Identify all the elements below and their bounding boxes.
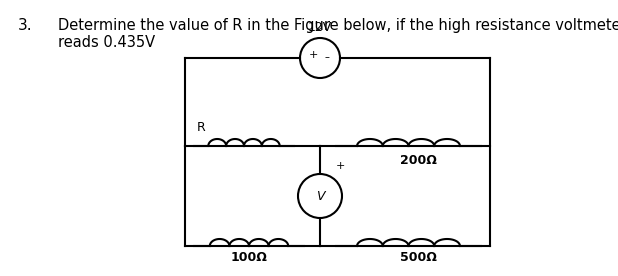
Text: +: +	[308, 50, 318, 60]
Text: reads 0.435V: reads 0.435V	[58, 35, 155, 50]
Text: R: R	[197, 121, 206, 134]
Text: 200Ω: 200Ω	[400, 154, 437, 167]
Text: –: –	[324, 52, 329, 62]
Text: 12V: 12V	[308, 21, 332, 34]
Text: V: V	[316, 190, 324, 203]
Text: +: +	[336, 161, 345, 171]
Text: Determine the value of R in the Figure below, if the high resistance voltmeter: Determine the value of R in the Figure b…	[58, 18, 618, 33]
Text: 3.: 3.	[18, 18, 33, 33]
Text: 100Ω: 100Ω	[231, 251, 268, 264]
Text: 500Ω: 500Ω	[400, 251, 437, 264]
